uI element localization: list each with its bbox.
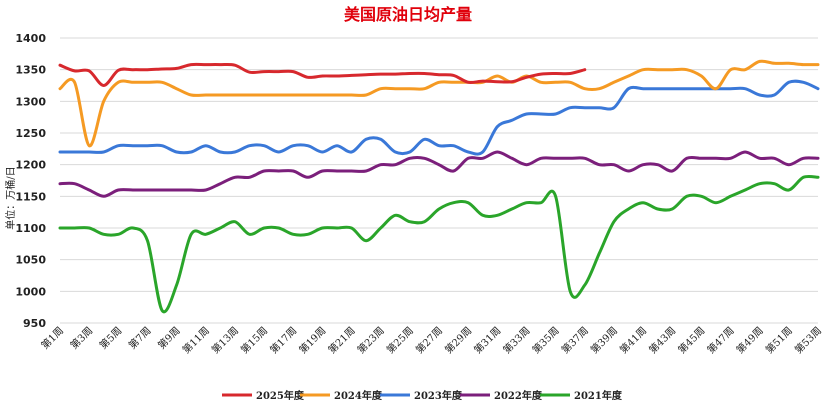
series-line-2024年度 <box>58 59 820 148</box>
y-axis-label: 单位：万桶/日 <box>4 166 17 229</box>
series-line-2021年度 <box>58 174 820 314</box>
legend: 2025年度 2024年度 2023年度 2022年度 2021年度 <box>222 389 623 402</box>
y-tick-label: 950 <box>23 317 46 330</box>
x-tick-label: 第19周 <box>296 324 328 356</box>
series-line-2022年度 <box>58 150 820 198</box>
x-tick-label: 第25周 <box>384 324 416 356</box>
legend-label: 2023年度 <box>414 389 463 402</box>
x-tick-label: 第53周 <box>792 324 824 356</box>
series-line-2023年度 <box>58 79 820 156</box>
x-tick-label: 第41周 <box>617 324 649 356</box>
x-tick-label: 第43周 <box>646 324 678 356</box>
series-lines <box>58 59 820 314</box>
x-tick-label: 第23周 <box>354 324 386 356</box>
x-tick-label: 第11周 <box>180 324 212 356</box>
x-tick-label: 第49周 <box>733 324 765 356</box>
y-tick-label: 1300 <box>15 95 46 108</box>
x-tick-label: 第45周 <box>675 324 707 356</box>
x-tick-label: 第27周 <box>413 324 445 356</box>
x-tick-label: 第33周 <box>500 324 532 356</box>
x-tick-label: 第51周 <box>763 324 795 356</box>
x-axis-ticks: 第1周 第3周 第5周 第7周 第9周第11周第13周第15周第17周第19周第21周第… <box>38 324 824 356</box>
x-tick-label: 第13周 <box>209 324 241 356</box>
x-tick-label: 第39周 <box>588 324 620 356</box>
x-tick-label: 第9周 <box>155 324 183 352</box>
x-tick-label: 第31周 <box>471 324 503 356</box>
y-tick-label: 1400 <box>15 32 46 45</box>
x-tick-label: 第37周 <box>559 324 591 356</box>
y-axis-ticks: 950 1000 1050 1100 1150 1200 1250 1300 1350 1400 <box>15 32 46 330</box>
legend-label: 2025年度 <box>256 389 305 402</box>
legend-label: 2024年度 <box>334 389 383 402</box>
x-tick-label: 第5周 <box>97 324 125 352</box>
x-tick-label: 第7周 <box>126 324 154 352</box>
x-tick-label: 第15周 <box>238 324 270 356</box>
series-line-2025年度 <box>58 62 587 87</box>
y-tick-label: 1050 <box>15 254 46 267</box>
x-tick-label: 第35周 <box>529 324 561 356</box>
x-tick-label: 第3周 <box>67 324 95 352</box>
x-tick-label: 第21周 <box>325 324 357 356</box>
x-tick-label: 第47周 <box>704 324 736 356</box>
legend-label: 2022年度 <box>494 389 543 402</box>
y-tick-label: 1000 <box>15 285 46 298</box>
y-tick-label: 1350 <box>15 64 46 77</box>
y-tick-label: 1200 <box>15 159 46 172</box>
x-tick-label: 第17周 <box>267 324 299 356</box>
y-tick-label: 1150 <box>15 190 46 203</box>
chart-title: 美国原油日均产量 <box>344 5 472 24</box>
x-tick-label: 第29周 <box>442 324 474 356</box>
legend-label: 2021年度 <box>574 389 623 402</box>
y-tick-label: 1250 <box>15 127 46 140</box>
y-tick-label: 1100 <box>15 222 46 235</box>
